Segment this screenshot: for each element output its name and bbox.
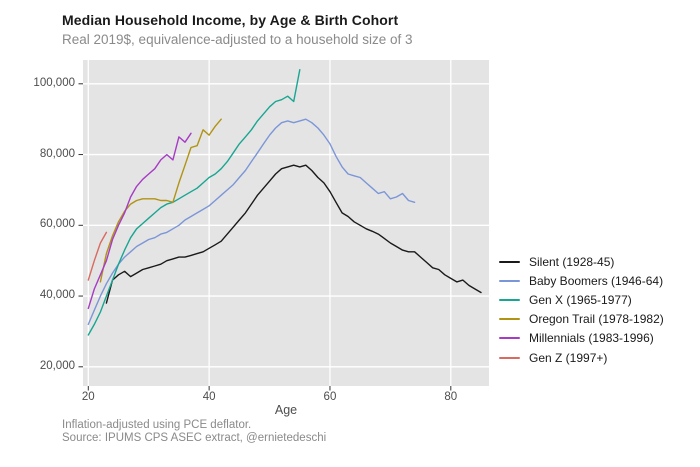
legend-swatch-gen-z xyxy=(499,356,520,359)
series-line-gen-z xyxy=(87,231,108,281)
legend-label-oregon-trail: Oregon Trail (1978-1982) xyxy=(529,312,664,327)
series-line-millennials xyxy=(87,132,192,310)
chart-subtitle: Real 2019$, equivalence-adjusted to a ho… xyxy=(62,32,413,47)
x-tick-label-20: 20 xyxy=(81,391,95,403)
caption-source: Source: IPUMS CPS ASEC extract, @erniete… xyxy=(62,432,327,444)
chart-title: Median Household Income, by Age & Birth … xyxy=(62,12,399,28)
legend-item-gen-x: Gen X (1965-1977) xyxy=(499,290,664,309)
legend-swatch-baby-boomers xyxy=(499,279,520,282)
legend-swatch-oregon-trail xyxy=(499,318,520,321)
legend: Silent (1928-45) Baby Boomers (1946-64) Ge… xyxy=(499,252,664,367)
y-tick-label-40000: 40,000 xyxy=(39,289,75,302)
y-tick-label-20000: 20,000 xyxy=(39,359,75,372)
y-tick-label-80000: 80,000 xyxy=(39,147,75,160)
legend-label-gen-z: Gen Z (1997+) xyxy=(529,350,608,365)
legend-item-gen-z: Gen Z (1997+) xyxy=(499,348,664,367)
x-tick-label-80: 80 xyxy=(444,391,458,403)
legend-item-silent: Silent (1928-45) xyxy=(499,252,664,271)
y-tick-label-100000: 100,000 xyxy=(33,76,75,89)
x-tick-label-40: 40 xyxy=(202,391,216,403)
legend-swatch-millennials xyxy=(499,337,520,340)
x-axis-title: Age xyxy=(274,403,298,417)
series-line-silent xyxy=(105,164,482,304)
legend-item-millennials: Millennials (1983-1996) xyxy=(499,329,664,348)
legend-label-gen-x: Gen X (1965-1977) xyxy=(529,292,632,307)
legend-label-millennials: Millennials (1983-1996) xyxy=(529,331,654,346)
legend-swatch-gen-x xyxy=(499,298,520,301)
y-tick-label-60000: 60,000 xyxy=(39,218,75,231)
legend-label-silent: Silent (1928-45) xyxy=(529,254,615,269)
series-line-oregon-trail xyxy=(99,118,222,283)
caption-note: Inflation-adjusted using PCE deflator. xyxy=(62,419,252,431)
legend-swatch-silent xyxy=(499,260,520,263)
legend-item-oregon-trail: Oregon Trail (1978-1982) xyxy=(499,310,664,329)
plot-panel xyxy=(83,60,489,386)
series-line-gen-x xyxy=(87,68,301,336)
legend-item-baby-boomers: Baby Boomers (1946-64) xyxy=(499,271,664,290)
legend-label-baby-boomers: Baby Boomers (1946-64) xyxy=(529,273,664,288)
x-tick-label-60: 60 xyxy=(323,391,337,403)
series-line-baby-boomers xyxy=(87,118,416,326)
